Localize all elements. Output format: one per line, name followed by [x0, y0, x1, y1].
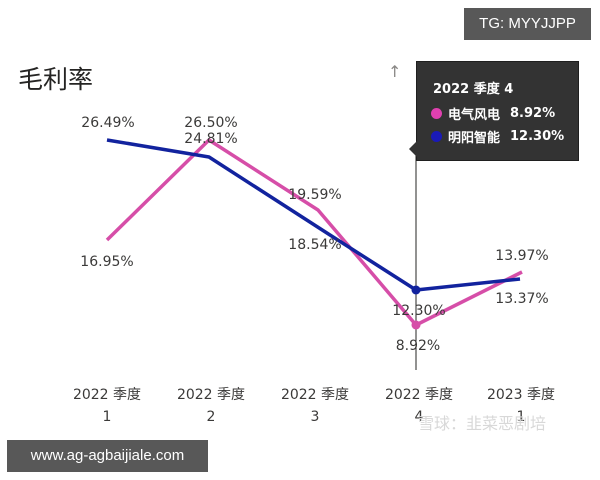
point-dianqi-q4[interactable]	[411, 320, 421, 330]
label-dianqi-q1: 16.95%	[80, 254, 134, 270]
watermark-xueqiu: 雪球：韭菜恶剧培	[418, 414, 547, 433]
label-dianqi-q4: 8.92%	[395, 338, 441, 354]
series-line-mingyang[interactable]	[106, 138, 521, 292]
label-mingyang-q3: 18.54%	[288, 237, 342, 253]
label-dianqi-q2: 26.50%	[184, 115, 238, 131]
label-mingyang-q1: 26.49%	[81, 115, 135, 131]
sort-arrow-icon[interactable]: ↑	[388, 62, 402, 81]
x-tick-2022-q2: 2022 季度 2	[176, 387, 246, 425]
label-mingyang-q4: 12.30%	[392, 303, 446, 319]
x-tick-2022-q1: 2022 季度 1	[72, 387, 142, 425]
hover-tooltip: 2022 季度 4 电气风电 8.92% 明阳智能 12.30%	[409, 61, 579, 161]
series-line-dianqi-fengdian[interactable]	[105, 138, 523, 327]
x-tick-2022-q4: 2022 季度 4	[384, 387, 454, 425]
chart-title: 毛利率	[18, 65, 94, 94]
label-mingyang-q2: 24.81%	[184, 131, 238, 147]
label-dianqi-2023q1: 13.97%	[495, 248, 549, 264]
tooltip-row-dianqi: 电气风电 8.92%	[431, 104, 555, 123]
series-color-dot-icon	[431, 131, 442, 142]
x-tick-2022-q3: 2022 季度 3	[280, 387, 350, 425]
watermark-top: TG: MYYJJPP	[464, 8, 591, 40]
series-color-dot-icon	[431, 108, 442, 119]
x-tick-2023-q1: 2023 季度 1	[486, 387, 556, 425]
tooltip-category: 2022 季度 4	[433, 82, 514, 97]
point-mingyang-q4[interactable]	[411, 285, 421, 295]
label-mingyang-2023q1: 13.37%	[495, 291, 549, 307]
label-dianqi-q3: 19.59%	[288, 187, 342, 203]
watermark-bottom: www.ag-agbaijiale.com	[7, 440, 208, 472]
tooltip-row-mingyang: 明阳智能 12.30%	[431, 127, 564, 146]
